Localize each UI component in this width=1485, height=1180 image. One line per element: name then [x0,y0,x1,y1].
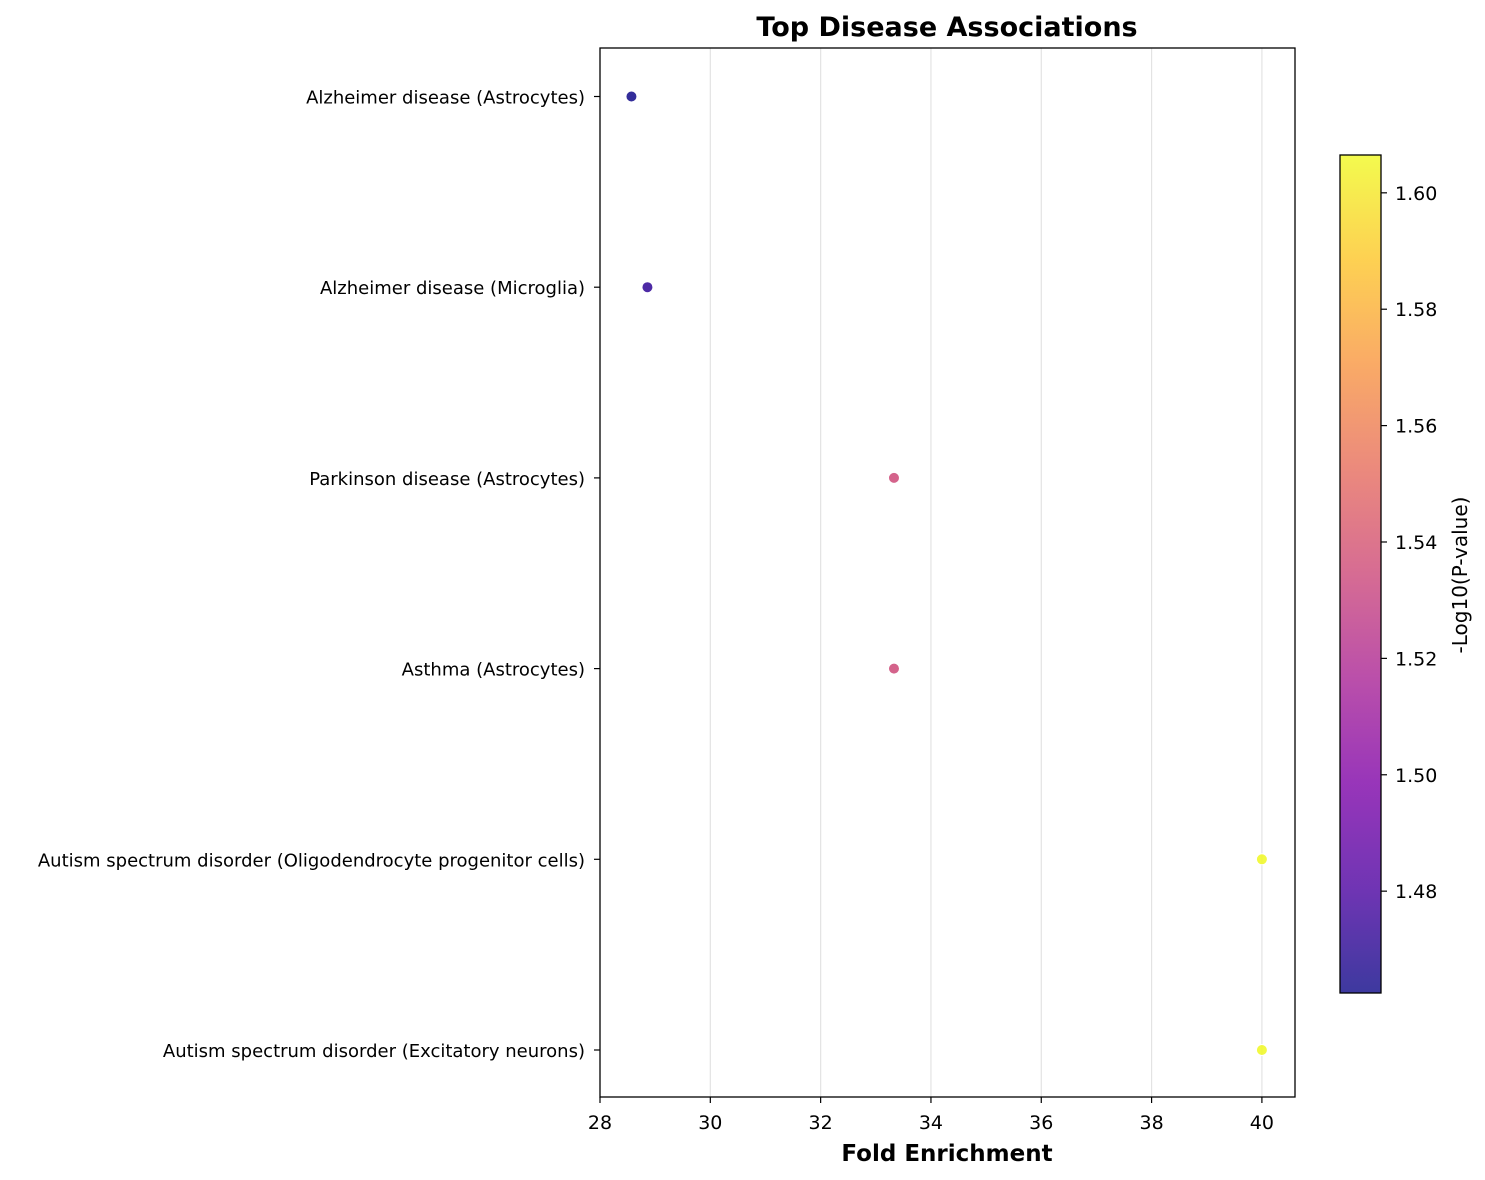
gridlines [709,48,1263,1097]
y-tick-label: Autism spectrum disorder (Excitatory neu… [163,1041,585,1062]
x-tick-label: 30 [698,1112,722,1134]
data-point [887,662,900,675]
y-tick-label: Asthma (Astrocytes) [402,660,585,681]
x-axis-label: Fold Enrichment [841,1141,1052,1167]
data-point [641,281,654,294]
chart-title: Top Disease Associations [756,12,1137,43]
colorbar-tick-label: 1.58 [1395,299,1437,321]
x-axis-ticks: 28 30 32 34 36 38 40 [588,1097,1274,1134]
plot-frame [599,47,1296,1098]
colorbar-tick-label: 1.54 [1395,532,1437,554]
x-tick-label: 28 [588,1112,612,1134]
colorbar-gradient [1340,155,1381,993]
x-tick-label: 36 [1029,1112,1053,1134]
colorbar-tick-label: 1.60 [1395,183,1437,205]
y-tick-label: Alzheimer disease (Microglia) [320,278,585,299]
x-tick-label: 32 [809,1112,833,1134]
colorbar-tick-label: 1.48 [1395,881,1437,903]
colorbar-tick-label: 1.56 [1395,416,1437,438]
colorbar-ticks: 1.48 1.50 1.52 1.54 1.56 1.58 1.60 [1381,183,1437,903]
data-point [887,471,900,484]
colorbar-tick-label: 1.52 [1395,648,1437,670]
data-points [625,90,1268,1056]
y-axis-ticks: Alzheimer disease (Astrocytes) Alzheimer … [38,88,600,1062]
data-point [1255,1044,1268,1056]
x-tick-label: 38 [1139,1112,1163,1134]
data-point [625,90,638,103]
colorbar-tick-label: 1.50 [1395,765,1437,787]
data-point [1255,853,1268,866]
x-tick-label: 40 [1250,1112,1274,1134]
x-tick-label: 34 [919,1112,943,1134]
colorbar-frame [1339,154,1382,994]
y-tick-label: Alzheimer disease (Astrocytes) [306,88,585,109]
colorbar-label: -Log10(P-value) [1448,497,1472,654]
y-tick-label: Parkinson disease (Astrocytes) [309,469,585,490]
y-tick-label: Autism spectrum disorder (Oligodendrocyt… [38,850,585,871]
